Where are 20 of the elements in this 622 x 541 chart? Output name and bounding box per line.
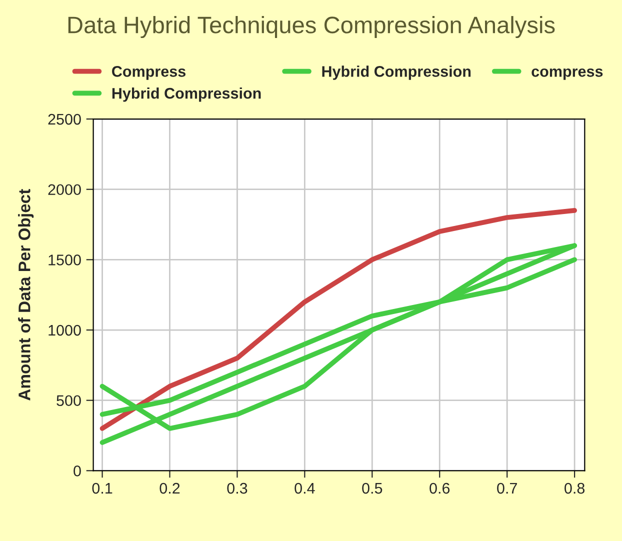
x-tick-label: 0.5 bbox=[362, 482, 382, 494]
x-tick-label: 0.2 bbox=[160, 482, 180, 494]
y-tick-label: 1500 bbox=[48, 254, 81, 266]
y-tick-label: 0 bbox=[74, 466, 81, 476]
x-tick-label: 0.8 bbox=[564, 482, 585, 494]
y-tick-label: 1000 bbox=[48, 324, 81, 336]
y-tick-label: 500 bbox=[56, 395, 81, 406]
x-tick-label: 0.4 bbox=[294, 482, 315, 494]
x-tick-label: 0.7 bbox=[497, 482, 517, 494]
y-tick-label: 2000 bbox=[48, 184, 81, 196]
x-tick-label: 0.6 bbox=[430, 482, 450, 494]
chart-title: Data Hybrid Techniques Compression Analysis bbox=[68, 16, 555, 38]
y-axis-title: Amount of Data Per Object bbox=[18, 189, 34, 400]
legend-label: compress bbox=[532, 68, 603, 80]
legend-label: Hybrid Compression bbox=[112, 88, 261, 102]
legend-label: Hybrid Compression bbox=[322, 66, 471, 80]
x-tick-label: 0.1 bbox=[92, 482, 112, 494]
y-tick-label: 2500 bbox=[48, 114, 81, 125]
legend-label: Compress bbox=[112, 66, 186, 80]
x-tick-label: 0.3 bbox=[227, 482, 248, 494]
